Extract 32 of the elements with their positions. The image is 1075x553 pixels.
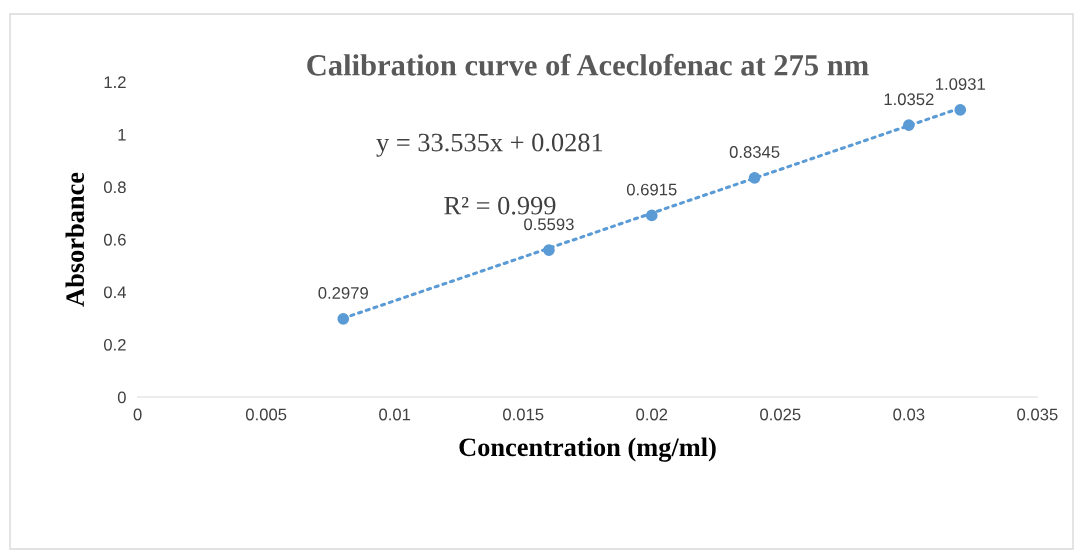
y-tick-label: 0.6 (103, 233, 126, 246)
y-axis-title: Absorbance (65, 172, 85, 307)
y-tick-label: 0.2 (103, 338, 126, 351)
data-label: 0.5593 (524, 218, 574, 231)
x-tick-label: 0.005 (245, 408, 287, 421)
point (954, 104, 967, 116)
point (902, 119, 915, 131)
x-tick-label: 0.025 (760, 408, 801, 421)
x-tick-label: 0.02 (636, 408, 668, 421)
chart-title: Calibration curve of Aceclofenac at 275 nm (307, 53, 869, 76)
x-tick-label: 0.035 (1017, 408, 1058, 421)
x-axis-title: Concentration (mg/ml) (459, 437, 716, 462)
annotation: y = 33.535x + 0.0281 (376, 133, 603, 157)
annotation: R² = 0.999 (444, 196, 556, 215)
data-label: 0.8345 (729, 146, 780, 158)
x-tick-label: 0.01 (379, 408, 411, 421)
x-tick-label: 0 (133, 408, 142, 421)
point (337, 312, 350, 325)
data-label: 0.6915 (626, 183, 677, 196)
x-tick-label: 0.015 (503, 408, 544, 421)
y-tick-label: 0.4 (103, 286, 126, 299)
data-label: 1.0352 (884, 93, 934, 106)
data-label: 1.0931 (936, 78, 985, 90)
x-tick-label: 0.03 (893, 408, 925, 421)
y-tick-label: 0 (117, 391, 126, 404)
point (645, 209, 658, 222)
y-tick-label: 1 (118, 128, 126, 141)
y-tick-label: 0.8 (103, 181, 126, 194)
point (748, 172, 761, 184)
point (543, 244, 555, 256)
y-tick-label: 1.2 (104, 76, 126, 88)
data-label: 0.2979 (318, 287, 368, 299)
